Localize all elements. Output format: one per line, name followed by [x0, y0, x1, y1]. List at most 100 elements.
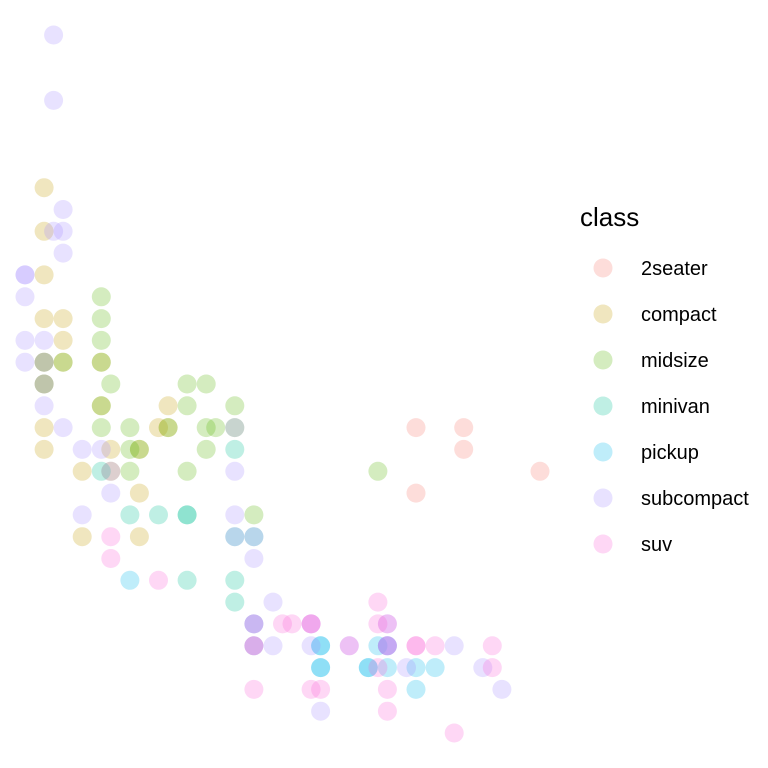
point-minivan [91, 461, 111, 481]
point-suv [244, 614, 264, 634]
point-compact [158, 396, 178, 416]
point-midsize [158, 418, 178, 438]
legend-key-pickup [593, 442, 613, 462]
point-compact [34, 309, 54, 329]
point-suv [244, 636, 264, 656]
point-subcompact [72, 505, 92, 525]
point-2seater [406, 483, 426, 503]
point-minivan [244, 527, 264, 547]
point-suv [377, 614, 397, 634]
point-midsize [225, 396, 245, 416]
point-midsize [53, 352, 73, 372]
point-suv [425, 636, 445, 656]
points-layer [15, 25, 550, 743]
legend-items: 2seater compact midsize minivan pickup subcom… [593, 258, 749, 556]
point-pickup [311, 636, 331, 656]
point-compact [34, 178, 54, 198]
legend-key-subcompact [593, 488, 613, 508]
point-subcompact [225, 461, 245, 481]
point-suv [101, 527, 121, 547]
point-pickup [406, 658, 426, 678]
point-midsize [91, 396, 111, 416]
legend-label-pickup: pickup [641, 442, 699, 464]
point-pickup [358, 658, 378, 678]
point-subcompact [44, 90, 64, 110]
point-2seater [406, 418, 426, 438]
point-suv [368, 614, 388, 634]
legend-label-midsize: midsize [641, 350, 709, 372]
point-subcompact [301, 614, 321, 634]
point-pickup [377, 636, 397, 656]
legend-label-suv: suv [641, 534, 672, 556]
point-midsize [196, 418, 216, 438]
point-suv [149, 570, 168, 590]
point-suv [339, 636, 359, 656]
point-midsize [91, 287, 111, 307]
point-subcompact [53, 200, 73, 219]
point-subcompact [91, 439, 111, 459]
point-minivan [149, 505, 168, 525]
point-pickup [120, 570, 140, 590]
point-subcompact [339, 636, 359, 656]
point-midsize [120, 439, 140, 459]
point-subcompact [244, 614, 264, 634]
point-suv [368, 592, 388, 612]
point-midsize [196, 374, 216, 394]
point-suv [244, 636, 264, 656]
point-subcompact [101, 483, 121, 503]
point-compact [129, 439, 149, 459]
legend-key-midsize [593, 350, 613, 370]
point-midsize [91, 352, 111, 372]
point-compact [34, 374, 54, 394]
point-subcompact [15, 330, 35, 350]
legend-label-subcompact: subcompact [641, 488, 749, 510]
point-compact [91, 352, 111, 372]
point-subcompact [263, 592, 283, 612]
legend-item-subcompact: subcompact [593, 488, 749, 510]
point-subcompact [101, 461, 121, 481]
point-subcompact [244, 527, 264, 547]
legend-item-minivan: minivan [593, 396, 710, 418]
point-2seater [454, 439, 474, 459]
point-midsize [91, 330, 111, 350]
point-midsize [368, 461, 388, 481]
point-suv [301, 679, 321, 699]
point-subcompact [377, 636, 397, 656]
point-compact [129, 483, 149, 503]
point-minivan [225, 527, 245, 547]
point-pickup [311, 658, 331, 678]
point-midsize [34, 352, 54, 372]
point-subcompact [225, 527, 245, 547]
point-minivan [225, 592, 245, 612]
point-minivan [225, 570, 245, 590]
point-minivan [177, 505, 197, 525]
legend-label-minivan: minivan [641, 396, 710, 418]
point-pickup [425, 658, 445, 678]
legend-title: class [580, 202, 639, 232]
point-compact [34, 265, 54, 285]
point-suv [301, 614, 321, 634]
point-midsize [225, 418, 245, 438]
point-subcompact [311, 701, 331, 721]
point-compact [72, 527, 92, 547]
point-subcompact [377, 614, 397, 634]
point-minivan [177, 570, 197, 590]
legend-item-compact: compact [593, 304, 717, 326]
point-midsize [196, 439, 216, 459]
point-suv [377, 679, 397, 699]
point-subcompact [397, 658, 416, 678]
point-midsize [91, 309, 111, 329]
point-pickup [377, 658, 397, 678]
point-subcompact [53, 243, 73, 263]
point-subcompact [444, 636, 464, 656]
legend-key-minivan [593, 396, 613, 416]
point-midsize [244, 505, 264, 525]
point-midsize [177, 374, 197, 394]
point-compact [72, 461, 92, 481]
legend-item-suv: suv [593, 534, 672, 556]
point-compact [34, 418, 54, 438]
point-pickup [368, 636, 388, 656]
legend-item-pickup: pickup [593, 442, 699, 464]
point-subcompact [225, 418, 245, 438]
